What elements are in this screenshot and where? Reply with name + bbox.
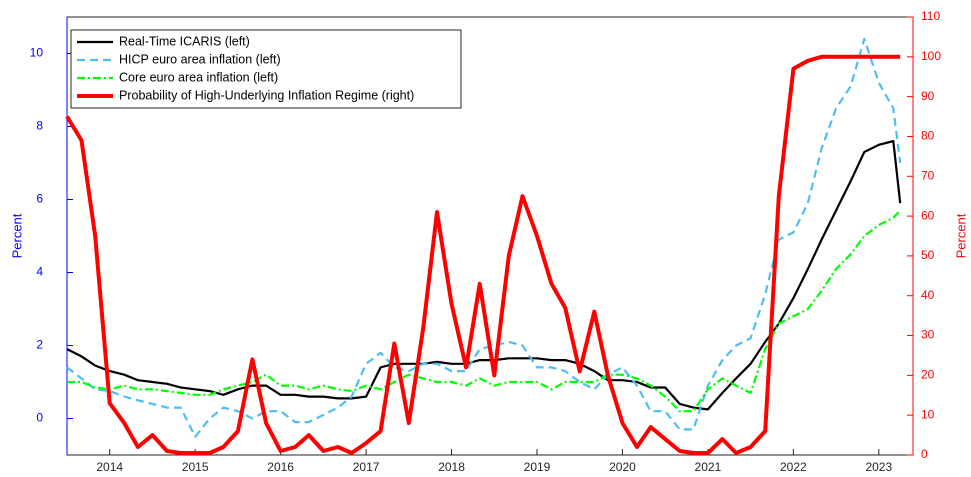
y-tick-label: 10 <box>30 46 44 60</box>
y-tick-label: 4 <box>36 265 43 279</box>
x-tick-label: 2022 <box>780 460 807 474</box>
y2-tick-label: 100 <box>921 49 941 63</box>
series-line <box>66 140 902 411</box>
legend-box <box>70 29 462 109</box>
y-tick-label: 8 <box>36 119 43 133</box>
x-tick-label: 2021 <box>695 460 722 474</box>
y2-axis-label: Percent <box>953 213 968 258</box>
x-tick-label: 2023 <box>865 460 892 474</box>
x-tick-label: 2015 <box>182 460 209 474</box>
y2-tick-label: 90 <box>921 89 935 103</box>
y2-tick-label: 60 <box>921 208 935 222</box>
legend-label: Probability of High-Underlying Inflation… <box>119 88 414 102</box>
y2-tick-label: 40 <box>921 288 935 302</box>
y2-tick-label: 110 <box>921 9 940 23</box>
series-line <box>65 54 901 455</box>
legend-label: HICP euro area inflation (left) <box>119 52 281 66</box>
y2-tick-label: 50 <box>921 248 935 262</box>
x-tick-label: 2020 <box>609 460 636 474</box>
series-line <box>66 37 902 438</box>
y2-tick-label: 30 <box>921 328 935 342</box>
y2-tick-label: 20 <box>921 368 935 382</box>
x-tick-label: 2014 <box>96 460 123 474</box>
x-tick-label: 2016 <box>267 460 294 474</box>
x-tick-label: 2018 <box>438 460 465 474</box>
legend-label: Core euro area inflation (left) <box>119 70 278 84</box>
y2-tick-label: 0 <box>921 447 928 461</box>
y-tick-label: 0 <box>36 411 43 425</box>
y2-tick-label: 70 <box>921 168 935 182</box>
y-axis-label: Percent <box>9 213 24 258</box>
x-tick-label: 2019 <box>524 460 551 474</box>
y-tick-label: 6 <box>36 192 43 206</box>
y2-tick-label: 80 <box>921 129 935 143</box>
legend-label: Real-Time ICARIS (left) <box>119 34 250 48</box>
y2-tick-label: 10 <box>921 407 935 421</box>
y-tick-label: 2 <box>36 338 43 352</box>
x-tick-label: 2017 <box>353 460 380 474</box>
